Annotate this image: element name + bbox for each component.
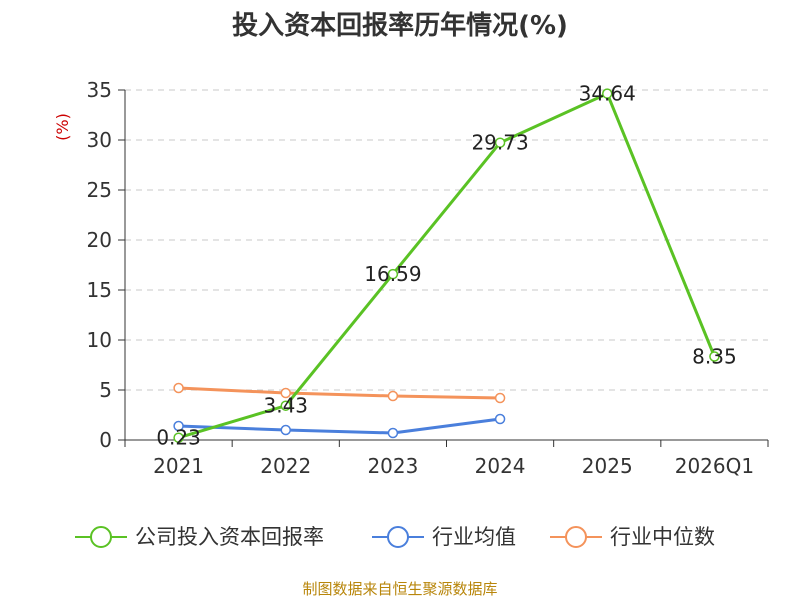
y-tick-label: 0 [99,428,112,452]
data-label-2023: 16.59 [364,262,421,286]
legend-label-3: 行业中位数 [610,525,715,549]
x-tick-label-2021: 2021 [153,454,204,478]
y-tick-label: 20 [87,228,112,252]
data-point-s1-2023 [387,268,399,280]
x-tick-label-2022: 2022 [260,454,311,478]
data-point-s3-2021 [173,382,184,394]
data-point-s3-2022 [280,387,291,399]
y-tick-label: 25 [87,178,112,202]
series-line-1 [178,92,716,440]
x-tick-label-2026Q1: 2026Q1 [675,454,754,478]
data-point-s2-2023 [387,427,399,439]
legend-marker-2 [387,526,409,548]
series-line-2 [178,417,501,435]
x-tick-label-2025: 2025 [582,454,633,478]
data-label-2026Q1: 8.35 [692,345,737,369]
y-tick-label: 5 [99,378,112,402]
source-note: 制图数据来自恒生聚源数据库 [302,580,497,598]
y-axis-unit: (%) [53,113,72,141]
data-label-2022: 3.43 [263,394,308,418]
data-point-s1-2025 [602,88,613,99]
legend-label-2: 行业均值 [432,525,516,549]
data-label-2024: 29.73 [471,131,528,155]
data-point-s1-2021 [173,432,184,443]
y-tick-label: 10 [87,328,112,352]
y-tick-label: 35 [87,78,112,102]
legend-marker-3 [565,526,587,548]
data-point-s1-2022 [280,400,291,411]
data-labels: 0.23 3.43 16.59 29.73 34.64 8.35 [156,82,736,450]
data-point-s2-2022 [280,424,291,436]
data-point-s1-2024 [494,137,506,148]
legend-marker-1 [90,526,112,548]
x-tick-label-2023: 2023 [367,454,418,478]
x-tick-label-2024: 2024 [475,454,526,478]
data-point-s1-2026Q1 [709,351,720,362]
data-label-2025: 34.64 [579,82,636,106]
series-layer [173,88,720,443]
y-tick-label: 30 [87,128,112,152]
series-line-3 [178,386,501,400]
y-tick-label: 15 [87,278,112,302]
data-point-s2-2021 [173,420,184,432]
data-point-s3-2023 [387,390,399,402]
data-point-s2-2024 [494,413,506,425]
legend: 公司投入资本回报率 行业均值 行业中位数 [75,525,715,549]
data-point-s3-2024 [494,392,506,404]
chart-title: 投入资本回报率历年情况(%) [232,10,568,41]
gridlines [125,89,768,391]
legend-label-1: 公司投入资本回报率 [135,525,324,549]
data-label-2021: 0.23 [156,426,201,450]
